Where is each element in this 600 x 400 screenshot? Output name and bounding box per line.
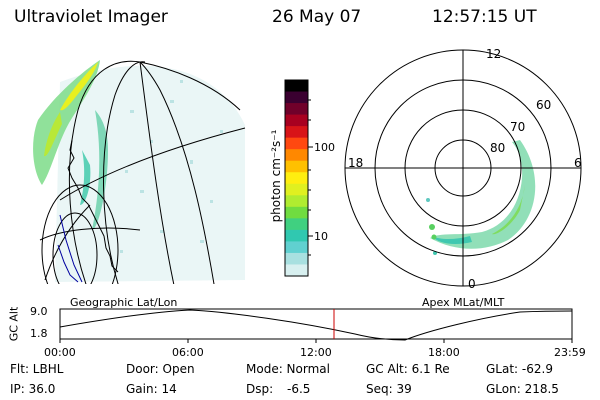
- status-door: Door: Open: [126, 362, 195, 376]
- xtick-1200: 12:00: [300, 346, 332, 359]
- status-dsp-label: Dsp:: [246, 382, 274, 396]
- mlt-label-12: 12: [486, 47, 502, 61]
- xtick-2359: 23:59: [554, 346, 586, 359]
- colorbar-stripe: [285, 80, 308, 93]
- colorbar-stripe: [285, 160, 308, 173]
- xtick-0600: 06:00: [172, 346, 204, 359]
- geographic-caption: Geographic Lat/Lon: [70, 296, 178, 309]
- status-glat: GLat: -62.9: [486, 362, 553, 376]
- apex-caption: Apex MLat/MLT: [422, 296, 505, 309]
- colorbar-stripe: [285, 206, 308, 219]
- status-mode: Mode: Normal: [246, 362, 330, 376]
- colorbar-stripe: [285, 252, 308, 266]
- time-label: 12:57:15 UT: [432, 7, 537, 27]
- colorbar-tick-10: 10: [314, 230, 328, 243]
- mlt-label-18: 18: [348, 156, 364, 170]
- colorbar-stripe: [285, 103, 308, 116]
- altitude-curve: [59, 309, 573, 341]
- altitude-ytick-9: 9.0: [30, 305, 48, 318]
- xtick-1800: 18:00: [428, 346, 460, 359]
- status-seq: Seq: 39: [366, 382, 412, 396]
- xtick-0000: 00:00: [44, 346, 76, 359]
- instrument-title: Ultraviolet Imager: [14, 7, 168, 27]
- status-gc-alt: GC Alt: 6.1 Re: [366, 362, 450, 376]
- colorbar-stripe: [285, 183, 308, 196]
- status-filter: Flt: LBHL: [10, 362, 64, 376]
- colorbar-stripe: [285, 264, 308, 277]
- status-dsp-value: -6.5: [287, 382, 311, 396]
- mlt-label-0: 0: [468, 277, 476, 291]
- colorbar-stripe: [285, 172, 308, 185]
- colorbar-stripe: [285, 229, 308, 243]
- status-gain: Gain: 14: [126, 382, 177, 396]
- status-ip: IP: 36.0: [10, 382, 56, 396]
- status-glon: GLon: 218.5: [486, 382, 559, 396]
- altitude-ylabel: GC Alt: [7, 306, 21, 342]
- mlat-label-60: 60: [536, 98, 552, 112]
- mlat-label-80: 80: [490, 141, 506, 155]
- colorbar-stripe: [285, 114, 308, 127]
- date-label: 26 May 07: [272, 7, 362, 27]
- mlat-label-70: 70: [510, 120, 526, 134]
- colorbar-stripe: [285, 218, 308, 231]
- colorbar-stripe: [285, 137, 308, 150]
- altitude-ytick-1-8: 1.8: [30, 327, 48, 340]
- colorbar-stripe: [285, 241, 308, 254]
- coastline: [67, 139, 119, 273]
- colorbar-stripes: [285, 80, 308, 277]
- image-noise: [120, 80, 223, 253]
- colorbar-stripe: [285, 126, 308, 139]
- colorbar-stripe: [285, 91, 308, 104]
- colorbar-stripe: [285, 149, 308, 162]
- mlt-label-6: 6: [574, 156, 582, 170]
- colorbar-stripe: [285, 195, 308, 208]
- colorbar-tick-100: 100: [314, 141, 335, 154]
